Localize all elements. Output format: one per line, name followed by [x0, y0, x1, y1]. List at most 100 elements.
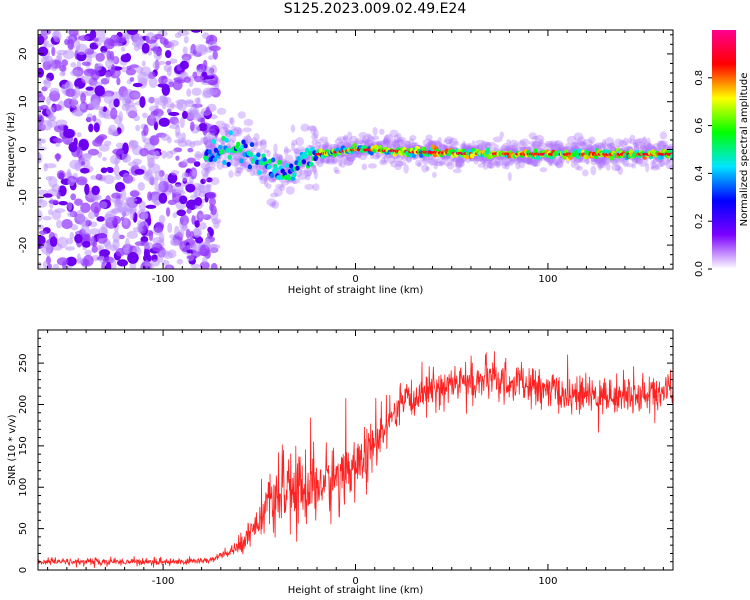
signal-halo — [434, 161, 443, 167]
noise-blob — [205, 88, 218, 95]
signal-halo — [263, 149, 269, 154]
signal-halo — [379, 159, 388, 166]
noise-blob — [142, 112, 148, 119]
noise-blob — [147, 97, 156, 104]
signal-halo — [405, 156, 412, 162]
noise-blob — [51, 46, 56, 57]
signal-halo — [602, 138, 607, 149]
signal-halo — [495, 161, 500, 169]
signal-halo — [311, 133, 318, 141]
noise-blob — [154, 221, 165, 230]
noise-blob — [80, 216, 90, 228]
noise-blob — [175, 155, 180, 161]
signal-halo — [631, 157, 639, 165]
noise-blob — [154, 97, 159, 110]
noise-blob — [152, 151, 161, 160]
signal-halo — [228, 170, 234, 178]
noise-blob — [61, 59, 69, 67]
signal-halo — [346, 131, 353, 141]
signal-halo — [508, 159, 514, 167]
signal-halo — [629, 139, 639, 145]
signal-halo — [507, 171, 512, 182]
noise-blob — [104, 140, 112, 147]
noise-blob — [176, 258, 184, 265]
signal-halo — [290, 124, 296, 133]
signal-halo — [606, 142, 616, 149]
signal-core — [236, 141, 241, 147]
noise-blob — [200, 178, 206, 185]
signal-halo — [506, 144, 514, 152]
signal-halo — [461, 140, 467, 149]
signal-halo — [582, 169, 589, 177]
noise-blob — [177, 140, 188, 148]
noise-blob — [79, 103, 86, 110]
noise-blob — [65, 256, 77, 267]
noise-blob — [168, 111, 180, 117]
signal-halo — [230, 125, 237, 131]
signal-halo — [358, 131, 368, 139]
noise-blob — [38, 106, 44, 111]
signal-halo — [382, 136, 390, 147]
noise-blob — [103, 174, 115, 185]
signal-halo — [227, 138, 235, 149]
signal-core — [213, 147, 219, 153]
signal-halo — [205, 166, 216, 171]
noise-blob — [70, 69, 82, 77]
signal-halo — [201, 168, 210, 178]
signal-halo — [598, 157, 605, 168]
signal-core — [303, 153, 309, 159]
noise-blob — [139, 96, 146, 108]
signal-halo — [390, 140, 400, 149]
signal-halo — [534, 134, 545, 144]
noise-blob — [182, 46, 188, 55]
noise-blob — [74, 86, 80, 98]
signal-halo — [530, 160, 538, 167]
noise-blob — [158, 117, 170, 127]
signal-halo — [230, 157, 241, 167]
signal-halo — [614, 138, 624, 148]
signal-halo — [207, 128, 218, 135]
signal-halo — [531, 140, 542, 149]
signal-core — [211, 138, 217, 144]
noise-blob — [194, 220, 200, 228]
noise-blob — [167, 136, 172, 144]
noise-blob — [69, 159, 82, 170]
noise-blob — [109, 129, 119, 137]
noise-blob — [147, 191, 153, 201]
signal-core — [277, 159, 282, 165]
noise-blob — [165, 103, 176, 108]
signal-core — [269, 172, 275, 178]
signal-halo — [557, 142, 565, 149]
noise-blob — [192, 71, 198, 79]
noise-blob — [81, 75, 93, 84]
signal-halo — [450, 158, 459, 163]
noise-blob — [182, 159, 189, 166]
signal-halo — [425, 166, 430, 172]
signal-halo — [421, 164, 429, 173]
noise-blob — [92, 98, 101, 109]
noise-blob — [95, 173, 103, 181]
signal-core — [241, 139, 246, 145]
noise-blob — [52, 30, 62, 43]
colorbar-tick-label: 0.4 — [694, 165, 705, 181]
signal-core — [295, 165, 300, 171]
noise-blob — [122, 247, 129, 254]
noise-blob — [143, 253, 152, 263]
noise-blob — [122, 174, 134, 184]
signal-halo — [276, 153, 283, 161]
signal-halo — [487, 161, 492, 169]
signal-halo — [608, 145, 617, 151]
signal-core — [485, 147, 491, 153]
noise-blob — [151, 242, 163, 253]
signal-core — [243, 143, 248, 149]
noise-blob — [38, 35, 45, 45]
noise-blob — [208, 197, 216, 207]
signal-halo — [501, 160, 508, 170]
signal-core — [266, 164, 272, 170]
signal-core — [262, 156, 267, 162]
noise-blob — [38, 110, 42, 118]
signal-halo — [544, 140, 554, 147]
signal-halo — [594, 142, 604, 150]
noise-blob — [197, 44, 208, 56]
noise-blob — [80, 202, 91, 214]
